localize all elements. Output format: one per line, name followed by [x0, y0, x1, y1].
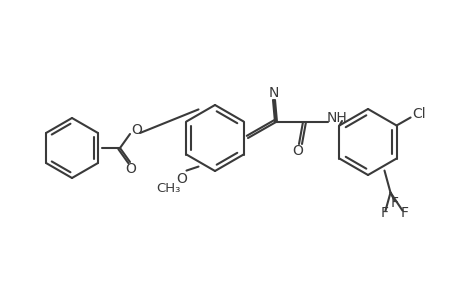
- Text: O: O: [176, 172, 186, 186]
- Text: Cl: Cl: [411, 106, 425, 121]
- Text: O: O: [125, 162, 136, 176]
- Text: N: N: [268, 86, 279, 100]
- Text: NH: NH: [326, 111, 347, 125]
- Text: F: F: [400, 206, 408, 220]
- Text: CH₃: CH₃: [156, 182, 180, 195]
- Text: F: F: [380, 206, 388, 220]
- Text: O: O: [292, 144, 303, 158]
- Text: O: O: [131, 123, 142, 137]
- Text: F: F: [390, 196, 397, 210]
